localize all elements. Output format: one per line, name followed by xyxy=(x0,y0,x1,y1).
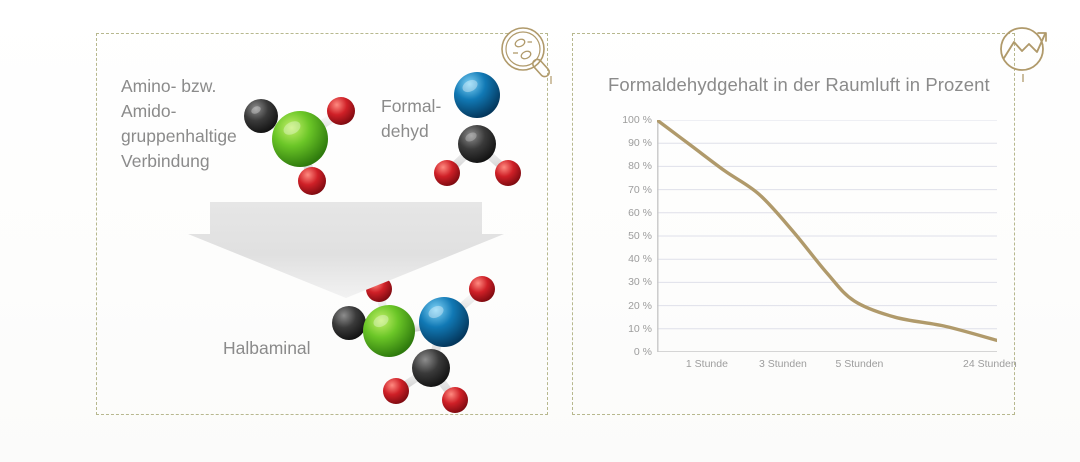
line-chart: 100 % 90 % 80 % 70 % 60 % 50 % 40 % 30 % 20 % 10 … xyxy=(600,114,1017,375)
chart-plot-svg xyxy=(655,118,999,353)
reaction-panel xyxy=(96,33,548,415)
x-axis-tick: 24 Stunden xyxy=(963,358,1017,370)
y-axis-tick: 40 % xyxy=(628,253,652,266)
y-axis-tick: 20 % xyxy=(628,299,652,312)
down-arrow xyxy=(186,198,506,300)
y-axis-tick: 60 % xyxy=(628,206,652,219)
trend-chart-circle-icon xyxy=(995,22,1057,84)
plot-area xyxy=(655,118,999,353)
y-axis-tick: 90 % xyxy=(628,137,652,150)
series-line xyxy=(655,118,999,343)
chart-panel xyxy=(572,33,1015,415)
reagent-label: Formal- dehyd xyxy=(381,96,442,141)
y-axis-tick: 100 % xyxy=(622,114,652,126)
y-axis-labels: 100 % 90 % 80 % 70 % 60 % 50 % 40 % 30 % 20 % 10 … xyxy=(600,114,652,358)
formaldehyde-molecule xyxy=(432,70,522,186)
x-axis-tick: 5 Stunden xyxy=(835,358,884,370)
y-axis-tick: 80 % xyxy=(628,160,652,173)
reactant-label: Amino- bzw. Amido- gruppenhaltige Verbin… xyxy=(121,76,237,171)
amino-compound-molecule xyxy=(238,84,358,195)
chart-title: Formaldehydgehalt in der Raumluft in Pro… xyxy=(608,74,990,95)
x-axis-tick: 3 Stunden xyxy=(759,358,807,370)
y-axis-tick: 10 % xyxy=(628,322,652,335)
y-axis-tick: 30 % xyxy=(628,276,652,289)
y-axis-tick: 50 % xyxy=(628,230,652,242)
x-axis-tick: 1 Stunde xyxy=(685,358,728,370)
magnifier-molecules-icon xyxy=(498,24,560,86)
y-axis-tick: 70 % xyxy=(628,183,652,196)
y-axis-tick: 0 % xyxy=(633,346,652,358)
halbaminal-molecule xyxy=(325,275,505,413)
product-label: Halbaminal xyxy=(223,338,311,358)
